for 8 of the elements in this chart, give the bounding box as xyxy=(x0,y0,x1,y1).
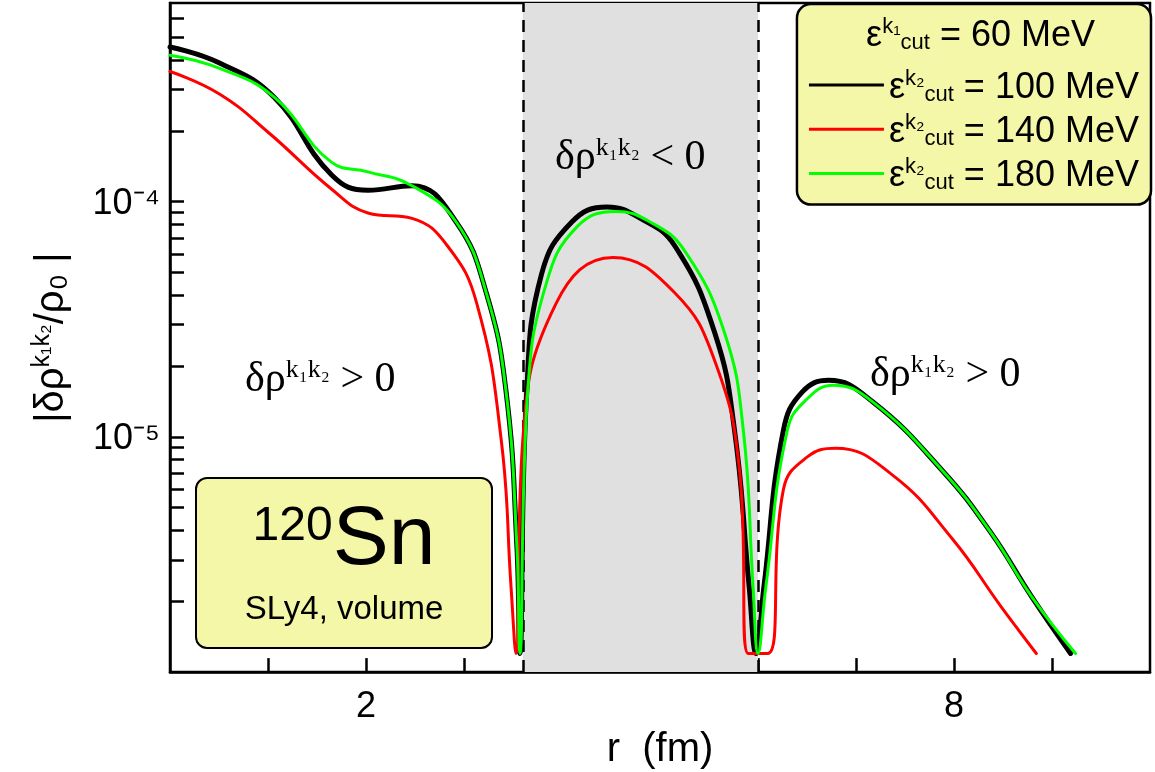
x-tick-label: 8 xyxy=(943,683,965,725)
x-axis-title: r (fm) xyxy=(606,725,714,769)
annotation: $^{120}$Sn xyxy=(251,488,437,584)
y-tick-label: 10⁻⁴ xyxy=(92,181,160,223)
annotation: SLy4, volume xyxy=(243,589,445,626)
y-tick-label: 10⁻⁵ xyxy=(93,416,160,458)
x-tick-label: 2 xyxy=(355,683,377,725)
y-axis-title: |δρk₁k₂/ρ₀ | xyxy=(25,252,71,423)
